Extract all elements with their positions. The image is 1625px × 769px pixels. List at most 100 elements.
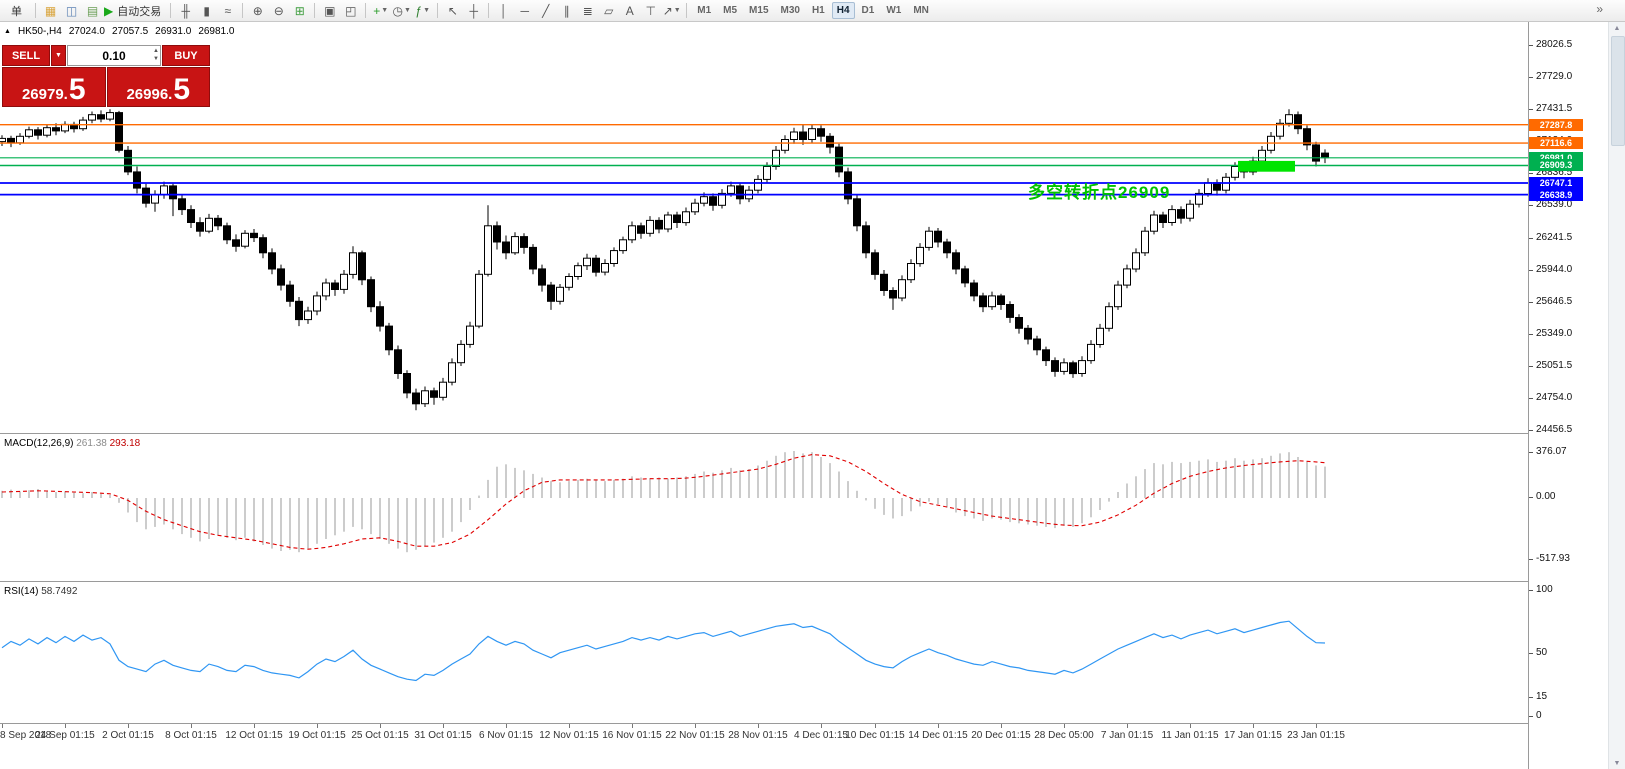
price-line-tag: 26638.9 (1529, 189, 1583, 201)
new-chart-button[interactable]: + ▼ (373, 3, 389, 18)
trendline-icon[interactable]: ╱ (542, 3, 550, 18)
macd-axis-label: -517.93 (1536, 553, 1570, 564)
line-chart-icon[interactable]: ≈ (224, 3, 232, 18)
scroll-down-icon[interactable]: ▼ (1613, 759, 1621, 767)
toolbar-separator (686, 3, 688, 18)
chart-marker-icon: ▲ (4, 28, 11, 35)
price-tick (1529, 430, 1533, 431)
rsi-tick (1529, 653, 1533, 654)
bar-chart-icon[interactable]: ╫ (181, 3, 190, 18)
vertical-scrollbar[interactable]: ▲ ▼ (1608, 22, 1625, 769)
chart-grid-icon[interactable]: ⊞ (294, 3, 305, 18)
time-tick (875, 724, 876, 728)
volume-stepper[interactable]: 0.10 ▲ ▼ (67, 45, 161, 66)
fibonacci-icon[interactable]: ≣ (582, 3, 593, 18)
indicators-button[interactable]: ƒ ▼ (415, 3, 431, 18)
price-tick (1529, 238, 1533, 239)
time-axis-label: 11 Jan 01:15 (1161, 730, 1219, 741)
price-tick (1529, 302, 1533, 303)
time-axis-label: 7 Jan 01:15 (1100, 730, 1154, 741)
time-tick (380, 724, 381, 728)
zoom-out-icon[interactable]: ⊖ (273, 3, 284, 18)
market-watch-icon[interactable]: ▦ (44, 3, 57, 18)
time-axis-label: 23 Jan 01:15 (1287, 730, 1345, 741)
toolbar-separator (242, 3, 244, 18)
vertical-line-icon[interactable]: │ (499, 3, 508, 18)
tf-d1[interactable]: D1 (861, 5, 875, 16)
pivot-annotation: 多空转折点26909 (1028, 183, 1171, 202)
scroll-up-icon[interactable]: ▲ (1613, 24, 1621, 32)
tf-m15[interactable]: M15 (749, 5, 769, 16)
buy-price-main: 26996. (126, 86, 173, 103)
macd-label: MACD(12,26,9) 261.38 293.18 (4, 438, 140, 449)
tf-m5[interactable]: M5 (723, 5, 738, 16)
tf-m30[interactable]: M30 (780, 5, 800, 16)
toolbar-separator (170, 3, 172, 18)
step-down-icon[interactable]: ▼ (153, 56, 159, 63)
tf-m1[interactable]: M1 (697, 5, 712, 16)
time-axis-label: 31 Oct 01:15 (414, 730, 472, 741)
stepper-arrows-icon[interactable]: ▲ ▼ (153, 47, 159, 64)
buy-price[interactable]: 26996. 5 (106, 67, 210, 107)
periods-button[interactable]: ◷ ▼ (392, 3, 411, 18)
cursor-icon[interactable]: ↖ (447, 3, 458, 18)
rsi-panel[interactable]: RSI(14) 58.7492 (0, 581, 1528, 723)
chevron-down-icon[interactable]: ▼ (381, 7, 389, 14)
new-order-button[interactable]: 单 (11, 5, 22, 18)
tf-h4[interactable]: H4 (831, 2, 855, 19)
time-axis-label: 20 Dec 01:15 (971, 730, 1031, 741)
time-axis-label: 24 Sep 01:15 (35, 730, 95, 741)
scrollbar-thumb[interactable] (1611, 36, 1625, 146)
price-axis-label: 26836.5 (1536, 167, 1573, 178)
arrows-icon[interactable]: ↗ ▼ (662, 3, 681, 18)
label-icon[interactable]: ⊤ (645, 3, 656, 18)
sell-price[interactable]: 26979. 5 (2, 67, 106, 107)
time-tick (758, 724, 759, 728)
macd-tick (1529, 497, 1533, 498)
channel-icon[interactable]: ∥ (563, 3, 570, 18)
price-line-tag: 27287.8 (1529, 119, 1583, 131)
data-window-icon[interactable]: ◫ (65, 3, 78, 18)
price-axis-label: 25944.0 (1536, 264, 1573, 275)
tf-h1[interactable]: H1 (811, 5, 825, 16)
tf-mn[interactable]: MN (913, 5, 929, 16)
price-axis-label: 25051.5 (1536, 360, 1573, 371)
zoom-in-icon[interactable]: ⊕ (252, 3, 263, 18)
chevron-down-icon[interactable]: ▼ (673, 7, 681, 14)
chevron-down-icon[interactable]: ▼ (404, 7, 411, 14)
price-line-tag: 26909.3 (1529, 159, 1583, 171)
crosshair-icon[interactable]: ┼ (469, 3, 478, 18)
time-axis-label: 4 Dec 01:15 (794, 730, 848, 741)
toolbar-overflow-icon[interactable]: » (1596, 2, 1603, 16)
price-tick (1529, 45, 1533, 46)
macd-panel[interactable]: MACD(12,26,9) 261.38 293.18 (0, 433, 1528, 581)
step-up-icon[interactable]: ▲ (153, 48, 159, 54)
macd-tick (1529, 559, 1533, 560)
order-type-dropdown[interactable]: ▼ (51, 45, 66, 66)
rsi-axis-label: 0 (1536, 710, 1542, 721)
navigator-icon[interactable]: ▤ (86, 3, 99, 18)
autotrading-button[interactable]: ▶ 自动交易 (104, 1, 165, 20)
text-icon[interactable]: A (625, 3, 634, 18)
price-axis-label: 27431.5 (1536, 103, 1573, 114)
rsi-chart[interactable] (0, 582, 1528, 728)
macd-chart[interactable] (0, 434, 1528, 586)
buy-button[interactable]: BUY (162, 45, 210, 66)
price-tick (1529, 173, 1533, 174)
shapes-icon[interactable]: ▱ (604, 3, 614, 18)
rsi-tick (1529, 697, 1533, 698)
candlestick-chart-icon[interactable]: ▮ (203, 3, 211, 18)
tf-w1[interactable]: W1 (886, 5, 902, 16)
main-chart-panel[interactable]: ▲ HK50-,H4 27024.0 27057.5 26931.0 26981… (0, 22, 1528, 433)
horizontal-line-icon[interactable]: ─ (520, 3, 529, 18)
price-axis[interactable]: 28026.527729.027431.527134.026836.526539… (1528, 22, 1608, 769)
toolbar-separator (488, 3, 490, 18)
time-axis[interactable]: 8 Sep 2018 24 Sep 01:15 2 Oct 01:15 8 Oct 0… (0, 723, 1528, 769)
time-axis-label: 12 Nov 01:15 (539, 730, 599, 741)
candlestick-chart[interactable] (0, 22, 1528, 433)
chevron-down-icon[interactable]: ▼ (423, 7, 431, 14)
sell-button[interactable]: SELL (2, 45, 50, 66)
cascade-windows-icon[interactable]: ◰ (345, 3, 357, 18)
tile-windows-icon[interactable]: ▣ (324, 3, 336, 18)
price-axis-label: 25646.5 (1536, 296, 1573, 307)
